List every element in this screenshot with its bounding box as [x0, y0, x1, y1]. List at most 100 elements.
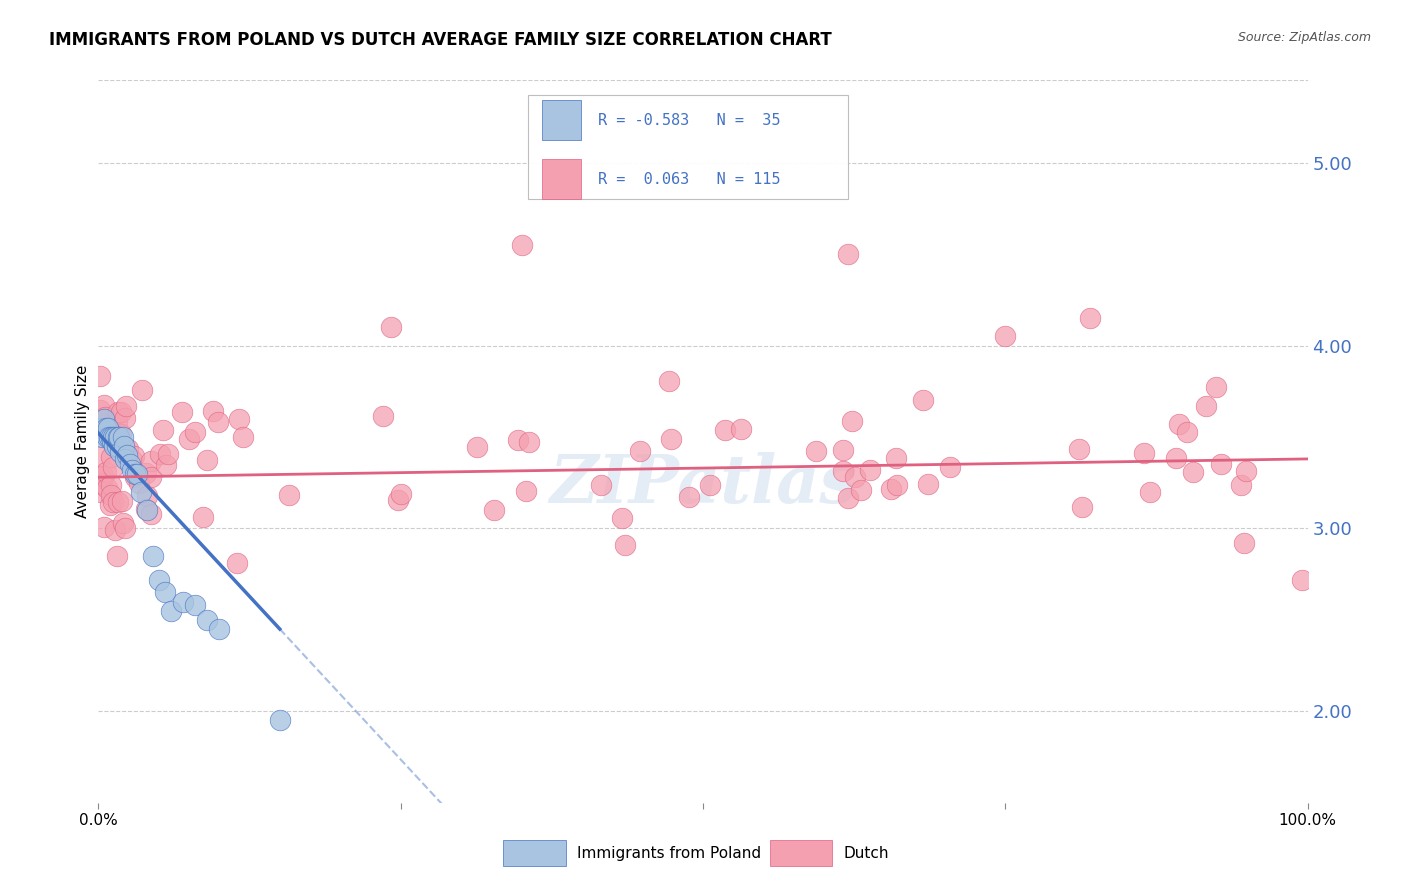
Point [117, 448, 139, 462]
Point [1229, 478, 1251, 492]
Text: R =  0.063   N = 115: R = 0.063 N = 115 [598, 172, 780, 186]
Text: Immigrants from Poland: Immigrants from Poland [578, 846, 762, 861]
Point [114, 411, 136, 425]
Point [880, 482, 903, 496]
Point [100, 478, 122, 492]
Point [89, 468, 111, 483]
Point [94, 409, 117, 424]
Point [107, 426, 129, 441]
Point [886, 478, 908, 492]
Point [131, 383, 153, 397]
Point [94, 465, 117, 479]
Point [91, 421, 114, 435]
Point [141, 470, 163, 484]
Point [89, 484, 111, 499]
Point [628, 443, 651, 458]
Point [108, 440, 131, 454]
Point [884, 451, 907, 466]
Point [112, 439, 135, 453]
Point [105, 415, 128, 429]
Point [184, 599, 207, 613]
FancyBboxPatch shape [527, 95, 848, 200]
Point [96, 481, 118, 495]
Point [96, 430, 118, 444]
Point [917, 476, 939, 491]
Point [129, 484, 152, 499]
Point [100, 450, 122, 464]
Point [730, 422, 752, 436]
Point [278, 488, 301, 502]
Point [226, 556, 249, 570]
Point [614, 537, 637, 551]
Point [103, 459, 125, 474]
Point [465, 440, 488, 454]
Point [139, 508, 162, 522]
Point [110, 405, 132, 419]
FancyBboxPatch shape [543, 160, 581, 199]
FancyBboxPatch shape [769, 840, 832, 866]
Point [1181, 465, 1204, 479]
Point [387, 493, 409, 508]
Point [939, 459, 962, 474]
Point [482, 502, 505, 516]
Point [1209, 458, 1232, 472]
Point [172, 594, 194, 608]
FancyBboxPatch shape [543, 100, 581, 140]
Point [105, 549, 128, 563]
Point [148, 573, 170, 587]
Point [91, 469, 114, 483]
Point [91, 430, 114, 444]
Point [142, 549, 165, 563]
Text: IMMIGRANTS FROM POLAND VS DUTCH AVERAGE FAMILY SIZE CORRELATION CHART: IMMIGRANTS FROM POLAND VS DUTCH AVERAGE … [49, 31, 832, 49]
Point [172, 405, 194, 419]
Point [118, 458, 141, 472]
Point [101, 430, 124, 444]
Point [1070, 500, 1092, 515]
Point [93, 398, 115, 412]
Point [121, 453, 143, 467]
Point [114, 520, 136, 534]
Point [98, 498, 121, 512]
Point [153, 585, 176, 599]
Point [207, 415, 229, 429]
Text: Dutch: Dutch [844, 846, 889, 861]
Point [837, 491, 859, 506]
Point [380, 320, 402, 334]
Point [183, 425, 205, 440]
Point [124, 467, 146, 481]
Point [806, 443, 828, 458]
Point [1078, 311, 1101, 326]
Text: Source: ZipAtlas.com: Source: ZipAtlas.com [1237, 31, 1371, 45]
Point [1233, 536, 1256, 550]
Point [136, 490, 159, 504]
Point [124, 470, 146, 484]
Point [228, 412, 250, 426]
Point [93, 411, 115, 425]
Point [108, 430, 131, 444]
Point [832, 442, 855, 457]
Point [201, 404, 224, 418]
Point [100, 434, 122, 448]
Point [110, 493, 132, 508]
Point [179, 432, 201, 446]
Point [1132, 446, 1154, 460]
Point [831, 464, 853, 478]
Point [994, 329, 1017, 343]
Point [678, 490, 700, 504]
Point [510, 238, 533, 252]
Point [100, 488, 122, 502]
Point [160, 604, 183, 618]
Text: ZIPatlas: ZIPatlas [550, 452, 856, 517]
Point [89, 403, 111, 417]
Point [97, 421, 120, 435]
Point [104, 430, 127, 444]
Point [371, 409, 394, 423]
Point [208, 622, 231, 636]
Point [1195, 399, 1218, 413]
Point [115, 399, 138, 413]
Point [135, 503, 157, 517]
Point [841, 414, 863, 428]
Point [152, 423, 174, 437]
Point [89, 368, 111, 383]
Point [121, 463, 143, 477]
